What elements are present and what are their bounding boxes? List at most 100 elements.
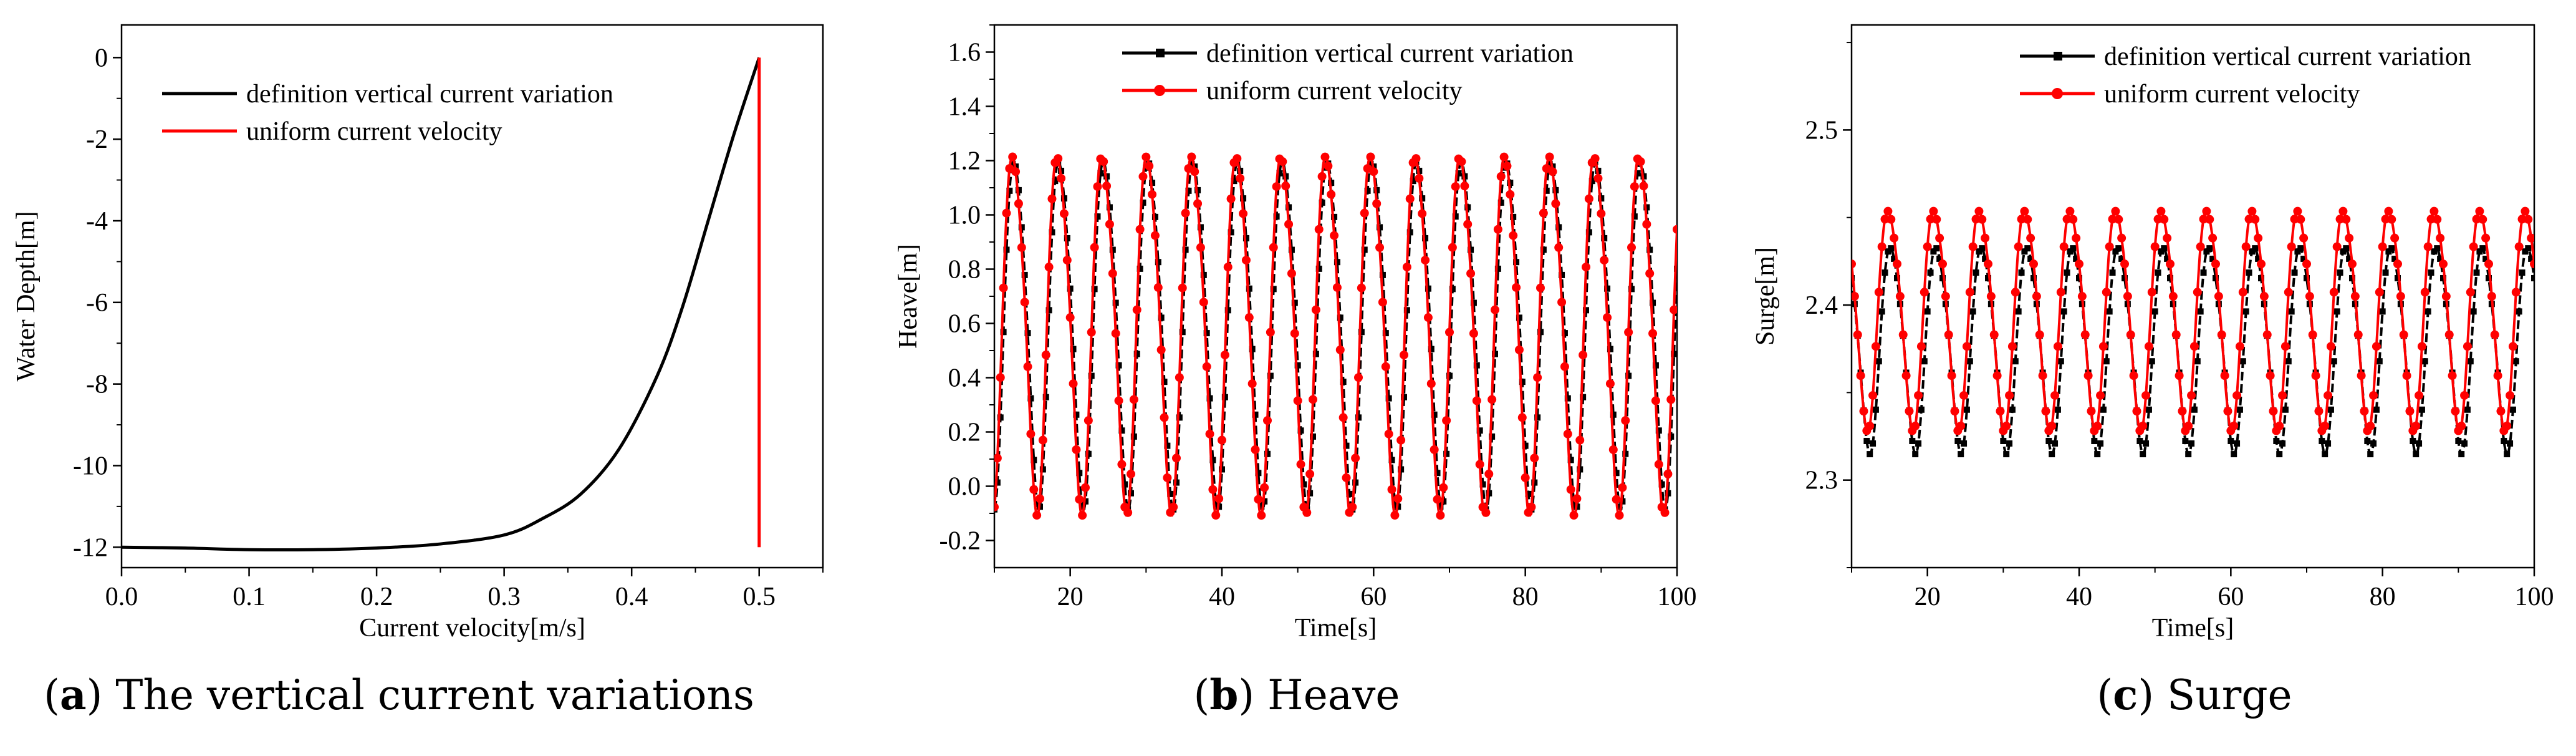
marker-circle: [1281, 182, 1290, 191]
marker-square: [2115, 245, 2122, 252]
marker-square: [1319, 199, 1325, 206]
marker-circle: [1314, 225, 1324, 234]
marker-circle: [1579, 351, 1588, 360]
series-markers-1: [994, 158, 1677, 513]
marker-square: [2330, 358, 2337, 365]
x-tick-label: 40: [1209, 583, 1235, 611]
marker-circle: [2405, 407, 2415, 416]
marker-circle: [1141, 152, 1151, 162]
marker-circle: [1593, 173, 1603, 183]
marker-circle: [2402, 371, 2411, 380]
marker-square: [2018, 269, 2025, 276]
marker-square: [1422, 235, 1429, 241]
marker-circle: [1075, 495, 1084, 504]
marker-circle: [1123, 508, 1133, 517]
marker-square: [1231, 178, 1238, 185]
x-tick-label: 80: [2370, 583, 2396, 611]
marker-square: [2185, 451, 2192, 458]
marker-circle: [2126, 330, 2135, 339]
marker-circle: [1590, 154, 1600, 163]
marker-square: [2509, 406, 2516, 413]
caption-c: (c) Surge: [2097, 671, 2292, 719]
marker-square: [2507, 440, 2514, 447]
marker-square: [1112, 299, 1119, 306]
marker-circle: [1057, 173, 1066, 183]
plot-area: [122, 57, 761, 552]
marker-circle: [1895, 292, 1905, 301]
marker-circle: [2187, 390, 2196, 400]
marker-square: [1513, 259, 1520, 266]
marker-circle: [1223, 263, 1233, 272]
marker-square: [1610, 411, 1617, 418]
marker-circle: [1944, 330, 1953, 339]
marker-square: [2464, 406, 2471, 413]
marker-circle: [2502, 421, 2512, 430]
marker-circle: [1938, 259, 1947, 269]
marker-circle: [1624, 327, 1633, 337]
marker-square: [2418, 406, 2425, 413]
marker-square: [1276, 170, 1283, 177]
marker-circle: [2372, 342, 2381, 351]
marker-circle: [1618, 483, 1627, 492]
marker-circle: [1627, 243, 1636, 252]
x-tick-label: 0.1: [233, 583, 266, 611]
marker-circle: [1036, 494, 1044, 503]
marker-square: [1985, 274, 1991, 281]
marker-circle: [1600, 256, 1609, 265]
marker-square: [2140, 451, 2146, 458]
marker-square: [1455, 170, 1462, 177]
marker-circle: [999, 283, 1008, 293]
marker-circle: [2175, 371, 2184, 380]
marker-square: [2255, 255, 2262, 262]
marker-square: [1909, 437, 1916, 444]
marker-circle: [1172, 453, 1181, 463]
marker-square: [2434, 245, 2441, 252]
marker-circle: [2123, 292, 2132, 301]
series-line-1: [122, 57, 761, 552]
marker-circle: [1017, 243, 1026, 252]
marker-square: [1567, 457, 1574, 463]
marker-circle: [2342, 215, 2351, 224]
marker-circle: [1448, 243, 1457, 252]
marker-square: [1473, 362, 1480, 369]
marker-circle: [2423, 242, 2433, 251]
marker-square: [2009, 406, 2016, 413]
marker-square: [2325, 440, 2332, 447]
marker-square: [2304, 274, 2310, 281]
marker-square: [1267, 372, 1274, 379]
marker-circle: [2357, 371, 2366, 380]
marker-square: [2239, 358, 2246, 365]
marker-square: [2519, 269, 2526, 276]
marker-circle: [1663, 469, 1673, 478]
marker-circle: [2171, 330, 2181, 339]
marker-circle: [1400, 351, 1408, 360]
marker-circle: [2059, 242, 2069, 251]
marker-square: [1540, 246, 1547, 253]
marker-circle: [1484, 469, 1494, 478]
marker-circle: [1947, 371, 1956, 380]
marker-circle: [1426, 379, 1436, 389]
marker-circle: [1978, 215, 1987, 224]
marker-circle: [1852, 292, 1859, 301]
marker-circle: [1852, 259, 1856, 269]
marker-square: [1091, 286, 1098, 293]
marker-square: [2367, 451, 2374, 458]
marker-circle: [1615, 511, 1624, 520]
marker-circle: [1466, 269, 1476, 278]
marker-circle: [1493, 225, 1502, 234]
marker-circle: [1111, 329, 1120, 338]
marker-square: [1249, 346, 1256, 352]
marker-circle: [2463, 342, 2472, 351]
marker-circle: [1087, 327, 1096, 337]
marker-circle: [1293, 396, 1302, 405]
marker-circle: [1584, 194, 1593, 203]
marker-square: [2015, 308, 2022, 315]
marker-square: [1446, 372, 1453, 379]
marker-circle: [2417, 342, 2426, 351]
marker-square: [2413, 451, 2420, 458]
marker-circle: [1411, 154, 1421, 163]
marker-circle: [2429, 206, 2439, 216]
marker-circle: [1660, 508, 1670, 517]
marker-circle: [1160, 413, 1169, 422]
marker-circle: [2229, 421, 2239, 430]
